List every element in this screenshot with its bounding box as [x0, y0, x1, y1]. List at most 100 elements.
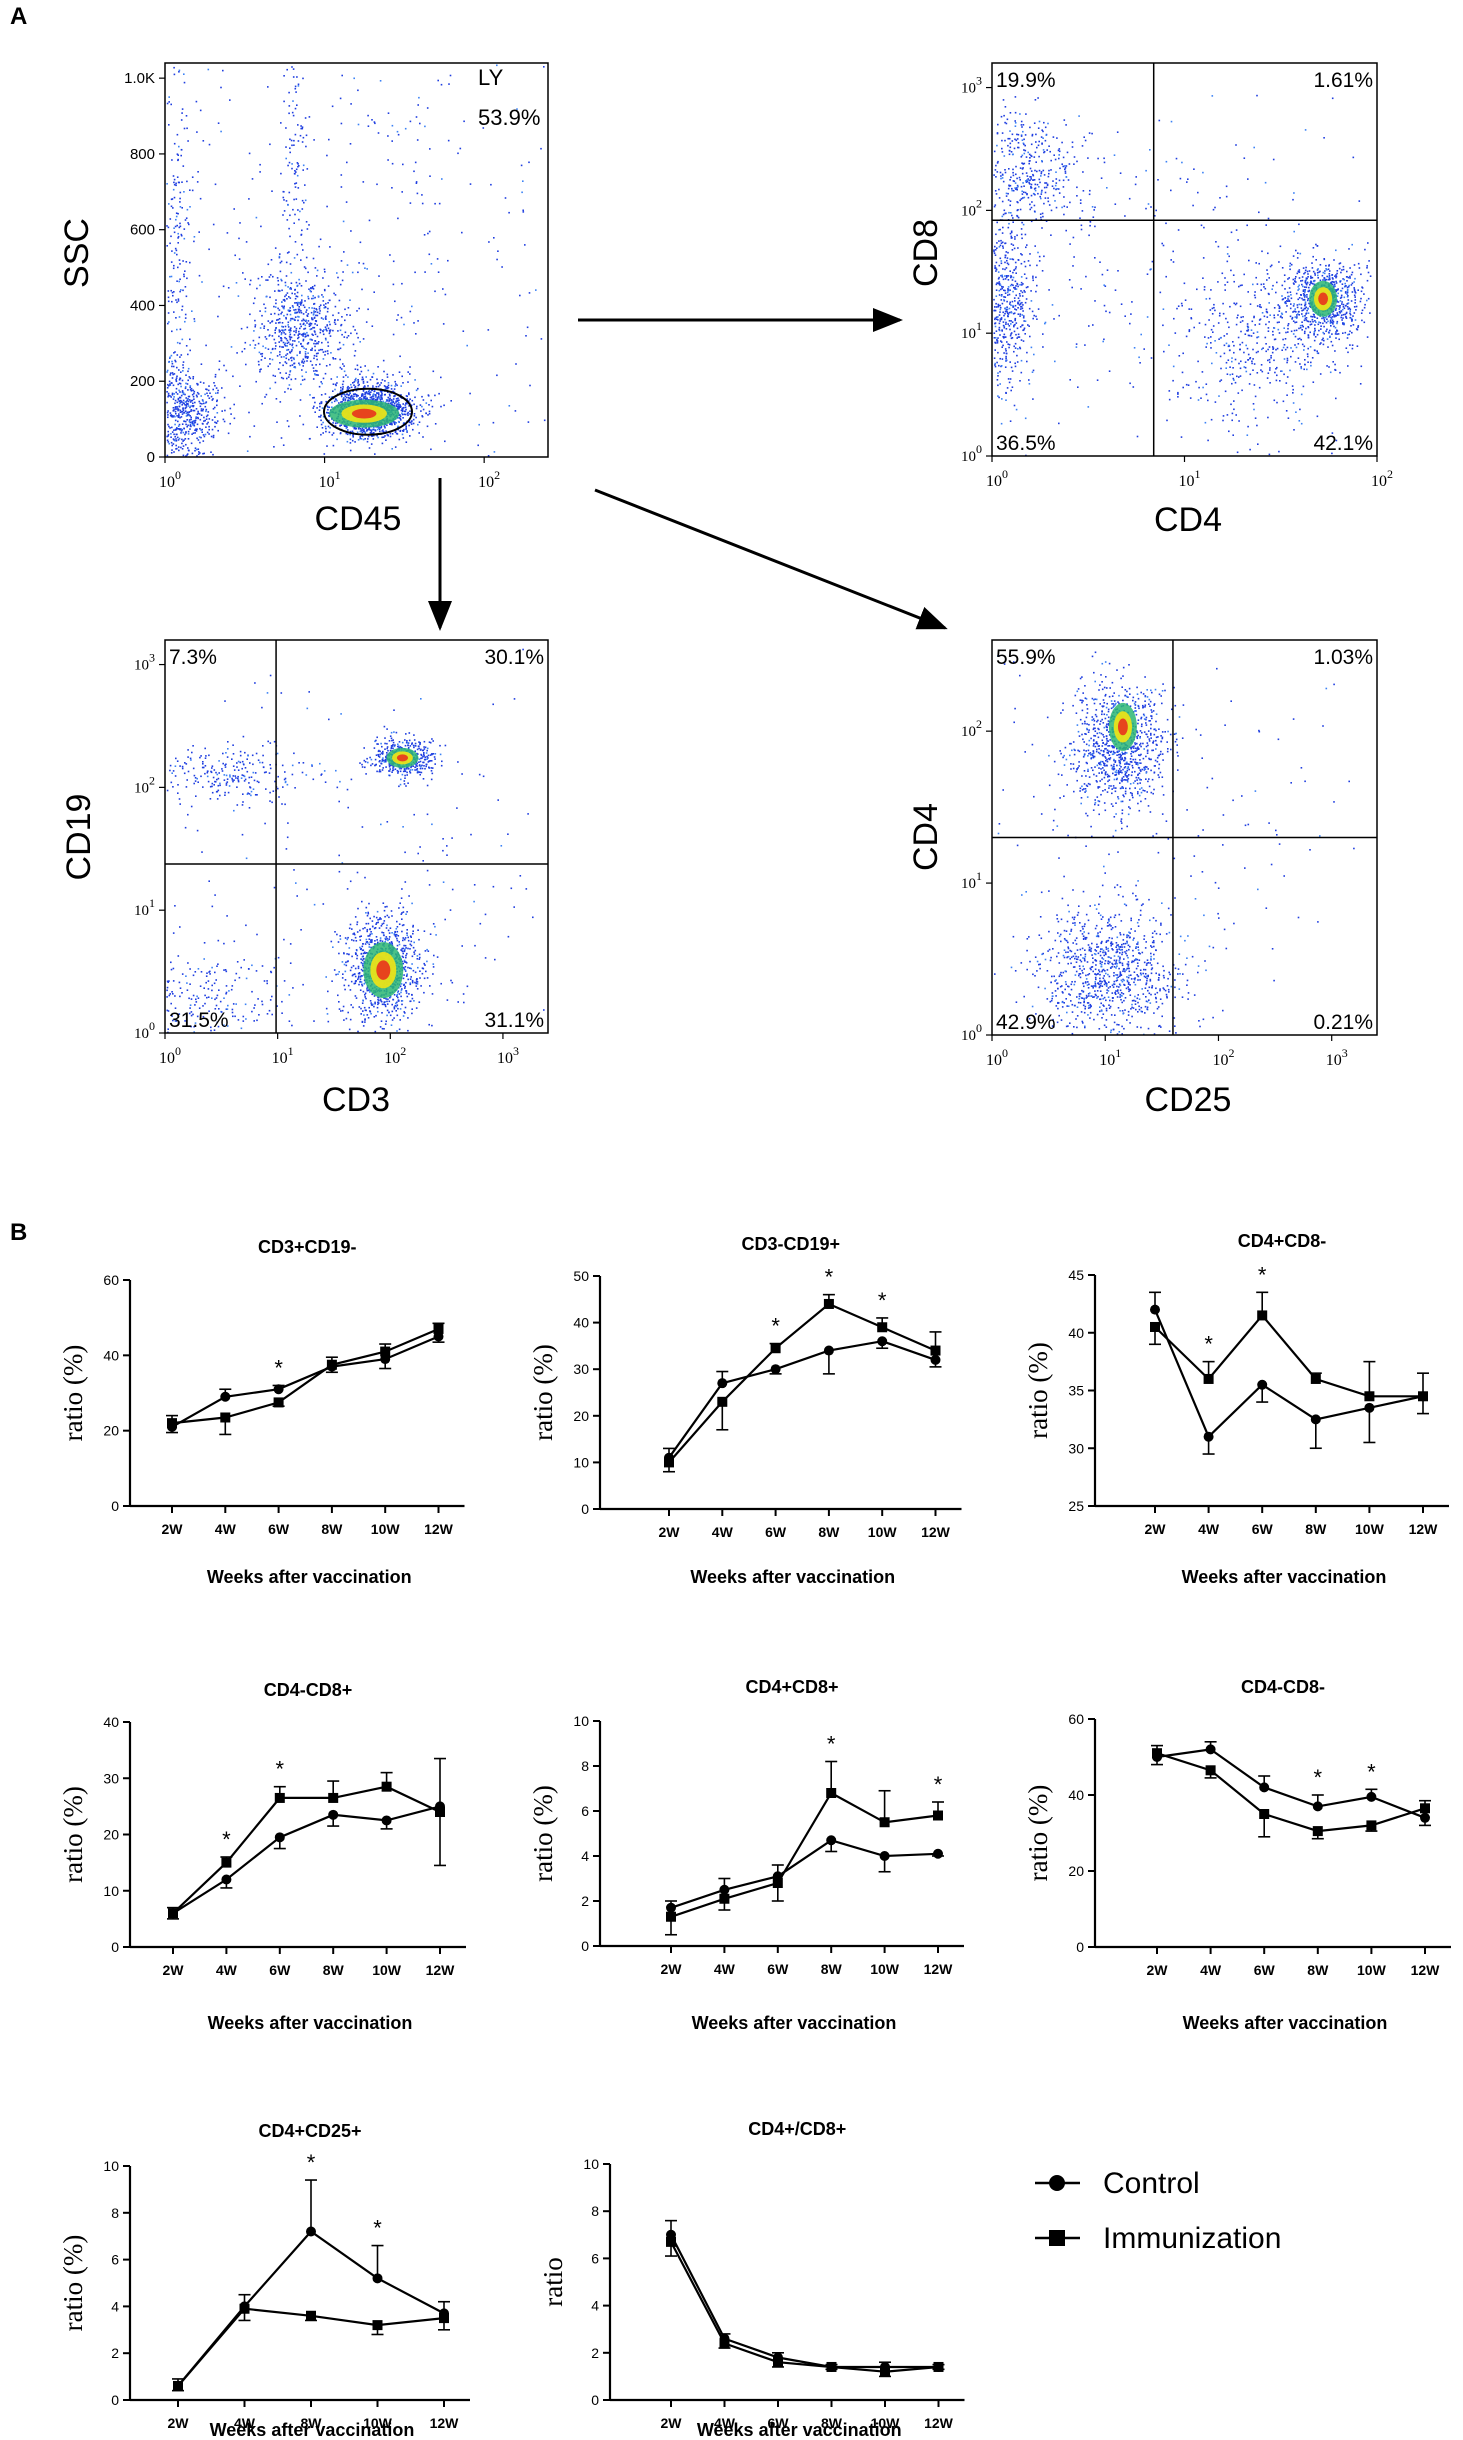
data-point-control [826, 1835, 837, 1846]
data-point-immunization [273, 1397, 284, 1408]
data-point-control [1366, 1791, 1377, 1802]
x-tick-label: 10W [372, 1962, 402, 1978]
y-axis-label: CD4 [907, 803, 945, 871]
significance-star: * [825, 1265, 834, 1290]
series-immunization [166, 1322, 445, 1436]
quadrant-upper-right: 1.61% [1313, 69, 1373, 92]
x-tick-label: 10W [371, 1521, 401, 1537]
line-chart-6: 0 2 4 6 8 10 2W 4W 8W 10W 12W CD4+CD25+ Weeks after … [58, 2121, 470, 2440]
y-tick-label: 60 [1068, 1711, 1084, 1727]
significance-star: * [878, 1288, 887, 1313]
y-tick-label: 20 [103, 1423, 119, 1439]
quadrant-lower-right: 0.21% [1313, 1011, 1373, 1034]
y-tick-label: 30 [1068, 1440, 1084, 1456]
legend-circle-marker [1049, 2175, 1065, 2191]
line-chart-0: 0 20 40 60 2W 4W 6W 8W 10W 12W CD3+CD19- Weeks afte… [58, 1237, 465, 1587]
series-line [172, 1785, 441, 1915]
y-axis-label: ratio (%) [528, 1785, 558, 1882]
y-tick-label: 0 [147, 449, 155, 466]
x-tick-label: 12W [1411, 1962, 1441, 1978]
x-tick-label: 103 [1326, 1046, 1348, 1069]
x-tick-label: 2W [1145, 1521, 1167, 1537]
significance-star: * [934, 1772, 943, 1797]
x-tick-label: 2W [163, 1962, 185, 1978]
y-tick-label: 60 [103, 1272, 119, 1288]
data-point-immunization [326, 1359, 337, 1370]
flow-events [166, 648, 545, 1034]
x-axis-label: Weeks after vaccination [210, 2420, 415, 2440]
y-tick-label: 2 [581, 1893, 589, 1909]
data-point-control [328, 1809, 339, 1820]
x-tick-label: 101 [319, 468, 341, 491]
plot-frame [164, 62, 549, 458]
y-tick-label: 50 [573, 1268, 589, 1284]
x-tick-label: 6W [767, 1961, 789, 1977]
series-line [177, 2230, 445, 2387]
data-point-immunization [372, 2320, 383, 2331]
x-tick-label: 10W [870, 1961, 900, 1977]
x-tick-label: 4W [216, 1962, 238, 1978]
y-tick-label: 100 [961, 1021, 982, 1044]
series-control [1149, 1291, 1429, 1455]
y-tick-label: 103 [134, 651, 155, 674]
data-point-control [433, 1331, 444, 1342]
y-axis-label: CD8 [907, 219, 945, 287]
x-tick-label: 4W [714, 2415, 736, 2431]
data-point-immunization [666, 2236, 676, 2247]
series-immunization [1149, 1291, 1429, 1415]
data-point-immunization [1152, 1748, 1162, 1759]
series-immunization [172, 2303, 450, 2392]
x-tick-label: 102 [384, 1044, 406, 1067]
y-tick-label: 101 [961, 869, 982, 892]
y-tick-label: 103 [961, 74, 982, 97]
y-tick-label: 4 [111, 2298, 119, 2314]
data-point-control [823, 1345, 834, 1356]
gate-percent: 53.9% [478, 105, 540, 130]
y-tick-label: 101 [961, 319, 982, 342]
x-tick-label: 101 [1099, 1046, 1121, 1069]
x-tick-label: 2W [162, 1521, 184, 1537]
data-point-immunization [433, 1323, 444, 1334]
data-point-immunization [306, 2310, 316, 2321]
arrow-to-cd4-cd25 [594, 488, 948, 630]
y-tick-label: 2 [111, 2345, 119, 2361]
x-tick-label: 4W [1200, 1962, 1222, 1978]
data-point-control [372, 2273, 383, 2284]
data-point-immunization [1312, 1826, 1323, 1837]
x-tick-label: 10W [1357, 1962, 1387, 1978]
quadrant-lower-left: 31.5% [169, 1009, 229, 1032]
data-point-immunization [221, 1857, 232, 1868]
x-tick-label: 8W [821, 2415, 843, 2431]
x-tick-label: 6W [268, 1521, 290, 1537]
data-point-immunization [719, 1893, 730, 1904]
series-line [1153, 1309, 1424, 1439]
density-spot [1318, 292, 1328, 306]
data-point-immunization [666, 1911, 676, 1922]
x-tick-label: 6W [768, 2415, 790, 2431]
data-point-immunization [328, 1792, 339, 1803]
x-tick-label: 101 [1179, 467, 1201, 490]
x-tick-label: 102 [478, 468, 500, 491]
x-tick-label: 100 [159, 1044, 181, 1067]
x-axis-label: Weeks after vaccination [697, 2420, 902, 2440]
y-axis-label: ratio (%) [58, 1786, 88, 1883]
series-line [171, 1327, 439, 1425]
flow-plot-cd19-cd3: 100 101 102 103 100 101 102 103 CD3 CD19 7.3% 30.1%… [60, 639, 549, 1119]
data-point-immunization [1259, 1809, 1270, 1819]
x-tick-label: 4W [712, 1524, 734, 1540]
y-tick-label: 600 [130, 222, 155, 239]
x-tick-label: 2W [659, 1524, 681, 1540]
data-point-control [1203, 1431, 1214, 1442]
line-chart-1: 0 10 20 30 40 50 2W 4W 6W 8W 10W 12W CD3-CD19+ Weeks … [528, 1234, 962, 1587]
series-control [663, 1336, 942, 1463]
series-control [665, 2219, 945, 2372]
data-point-control [381, 1815, 392, 1826]
data-point-immunization [933, 1810, 943, 1821]
x-tick-label: 6W [1254, 1962, 1276, 1978]
data-point-control [717, 1378, 728, 1389]
series-control [1151, 1741, 1431, 1827]
data-point-immunization [439, 2313, 449, 2324]
y-tick-label: 20 [1068, 1863, 1084, 1879]
x-tick-label: 6W [269, 1962, 291, 1978]
